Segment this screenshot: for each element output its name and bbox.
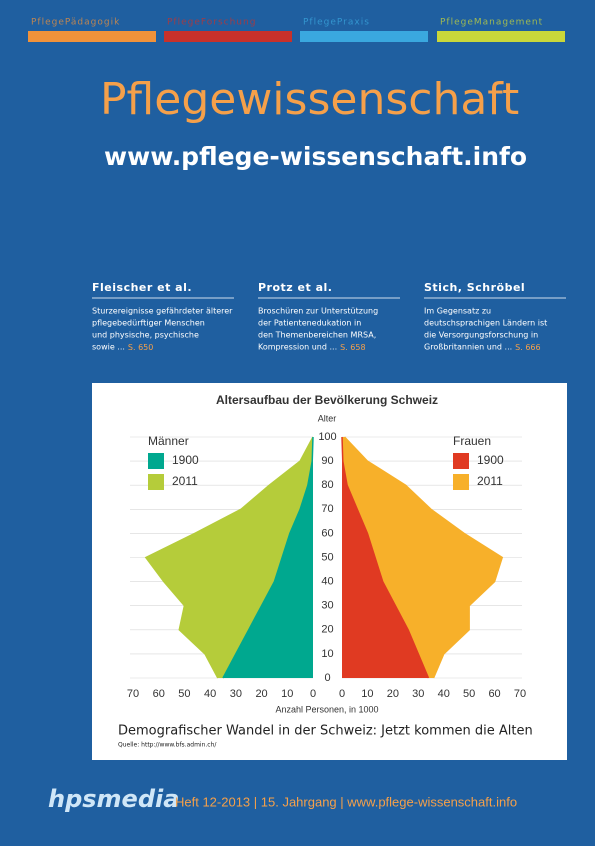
legend-label: 2011 — [477, 474, 503, 488]
y-tick-label: 10 — [321, 648, 333, 660]
magazine-url: www.pflege-wissenschaft.info — [104, 142, 527, 171]
article-text: sowie ... S. 650 — [92, 343, 153, 352]
y-tick-label: 70 — [321, 503, 333, 515]
area-fill — [223, 437, 313, 678]
chart-caption: Demografischer Wandel in der Schweiz: Je… — [118, 724, 533, 739]
y-tick-label: 40 — [321, 576, 333, 588]
x-tick-label: 30 — [230, 688, 242, 700]
series-outline — [343, 436, 504, 679]
x-tick-label: 30 — [412, 688, 424, 700]
y-tick-label: 20 — [321, 624, 333, 636]
x-tick-label: 20 — [387, 688, 399, 700]
article-author: Fleischer et al. — [92, 281, 192, 294]
x-tick-label: 50 — [178, 688, 190, 700]
legend-title: Männer — [148, 434, 189, 448]
y-tick-label: 90 — [321, 455, 333, 467]
article-author: Stich, Schröbel — [424, 281, 525, 294]
y-tick-label: 30 — [321, 600, 333, 612]
x-tick-label: 60 — [153, 688, 165, 700]
article-text: Im Gegensatz zu — [424, 307, 491, 316]
tab-label: PflegePraxis — [303, 18, 370, 28]
x-tick-label: 0 — [310, 688, 316, 700]
series-outline — [144, 436, 314, 679]
x-tick-label: 70 — [127, 688, 139, 700]
article-text: und physische, psychische — [92, 331, 199, 340]
article-text: die Versorgungsforschung in — [424, 331, 538, 340]
article-author: Protz et al. — [258, 281, 332, 294]
publisher-logo: hpsmedia — [48, 785, 179, 813]
legend-label: 1900 — [477, 453, 504, 467]
series-outline — [222, 436, 314, 679]
legend-label: 1900 — [172, 453, 199, 467]
article-text: Sturzereignisse gefährdeter älterer — [92, 307, 233, 316]
article-page: S. 666 — [515, 343, 540, 352]
y-axis-label: Alter — [318, 413, 337, 423]
x-axis-label: Anzahl Personen, in 1000 — [275, 704, 378, 714]
legend-swatch — [453, 453, 469, 469]
x-tick-label: 70 — [514, 688, 526, 700]
article-text: den Themenbereichen MRSA, — [258, 331, 376, 340]
tab-label: PflegeForschung — [167, 18, 256, 28]
article-text: pflegebedürftiger Menschen — [92, 319, 205, 328]
x-tick-label: 10 — [361, 688, 373, 700]
article-page: S. 658 — [340, 343, 365, 352]
legend-label: 2011 — [172, 474, 198, 488]
y-tick-label: 100 — [318, 431, 336, 443]
magazine-title: Pflegewissenschaft — [100, 74, 519, 125]
chart-title: Altersaufbau der Bevölkerung Schweiz — [216, 393, 438, 407]
article-text: Großbritannien und ... S. 666 — [424, 343, 541, 352]
legend-swatch — [453, 474, 469, 490]
area-fill — [342, 437, 429, 678]
x-tick-label: 60 — [488, 688, 500, 700]
tab-bar — [28, 31, 156, 42]
x-tick-label: 0 — [339, 688, 345, 700]
tab-label: PflegePädagogik — [31, 18, 120, 28]
legend-swatch — [148, 453, 164, 469]
x-tick-label: 40 — [204, 688, 216, 700]
article-text: Kompression und ... S. 658 — [258, 343, 366, 352]
y-tick-label: 60 — [321, 527, 333, 539]
tab-label: PflegeManagement — [440, 18, 543, 28]
x-tick-label: 40 — [438, 688, 450, 700]
chart-source: Quelle: http://www.bfs.admin.ch/ — [118, 742, 217, 749]
article-text: Broschüren zur Unterstützung — [258, 307, 378, 316]
x-tick-label: 50 — [463, 688, 475, 700]
legend-swatch — [148, 474, 164, 490]
y-tick-label: 0 — [324, 672, 330, 684]
y-tick-label: 50 — [321, 551, 333, 563]
legend-title: Frauen — [453, 434, 491, 448]
article-text: deutschsprachigen Ländern ist — [424, 319, 547, 328]
x-tick-label: 10 — [281, 688, 293, 700]
y-tick-label: 80 — [321, 479, 333, 491]
article-page: S. 650 — [128, 343, 153, 352]
tab-bar — [437, 31, 565, 42]
article-text: der Patientenedukation in — [258, 319, 361, 328]
series-outline — [341, 436, 430, 679]
issue-info: Heft 12-2013 | 15. Jahrgang | www.pflege… — [175, 794, 517, 809]
x-tick-label: 20 — [255, 688, 267, 700]
tab-bar — [164, 31, 292, 42]
tab-bar — [300, 31, 428, 42]
